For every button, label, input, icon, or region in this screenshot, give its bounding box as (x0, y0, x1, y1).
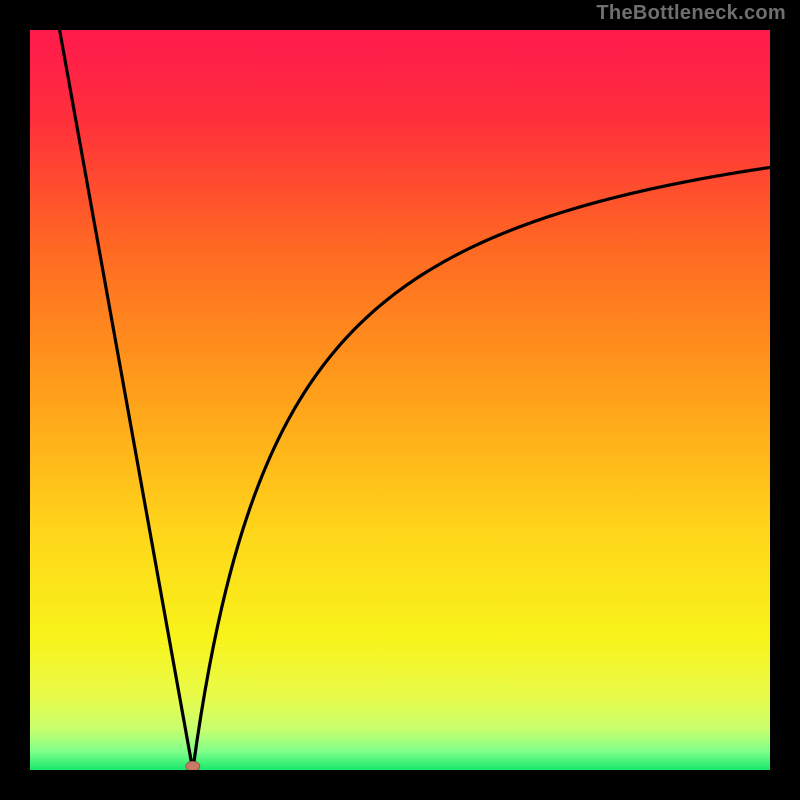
chart-frame: TheBottleneck.com (0, 0, 800, 800)
bottleneck-chart (30, 30, 770, 770)
gradient-background (30, 30, 770, 770)
optimum-marker (186, 761, 200, 770)
watermark-text: TheBottleneck.com (596, 2, 786, 25)
